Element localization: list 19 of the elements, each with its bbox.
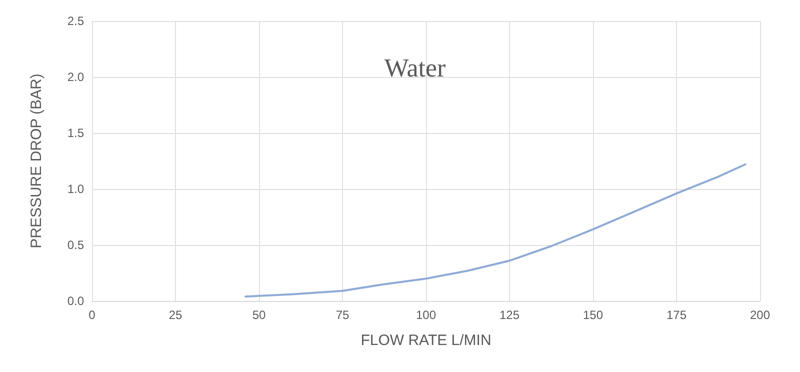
- x-tick-label: 200: [750, 308, 770, 322]
- y-axis-title: PRESSURE DROP (BAR): [28, 74, 45, 248]
- text: Water: [384, 54, 446, 82]
- y-tick-label: 2.0: [67, 70, 84, 84]
- x-tick-label: 125: [499, 308, 520, 322]
- y-tick-label: 0.0: [67, 294, 84, 308]
- x-tick-label: 25: [168, 308, 182, 322]
- x-tick-label: 100: [416, 308, 436, 322]
- y-tick-label: 2.5: [67, 14, 84, 28]
- line-series: [244, 163, 746, 298]
- y-tick-label: 1.5: [67, 126, 84, 140]
- y-tick-label: 1.0: [67, 182, 84, 196]
- x-tick-label: 50: [252, 308, 266, 322]
- x-tick-label: 0: [88, 308, 96, 322]
- x-axis-title: FLOW RATE L/MIN: [360, 332, 492, 349]
- x-tick-label: 150: [582, 308, 604, 322]
- y-tick-label: 0.5: [67, 238, 84, 252]
- x-tick-label: 175: [666, 308, 687, 322]
- x-tick-label: 75: [336, 308, 350, 322]
